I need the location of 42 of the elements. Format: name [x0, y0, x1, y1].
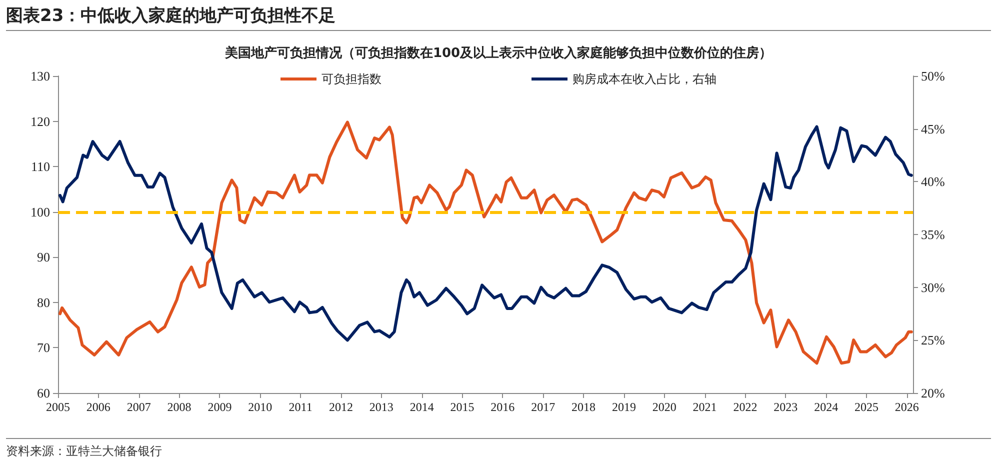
y-tick-label: 110 [30, 159, 50, 174]
text: 资料来源：亚特兰大储备银行 [6, 438, 991, 460]
x-tick-label: 2021 [692, 400, 717, 414]
legend-label: 可负担指数 [322, 72, 382, 86]
y2-tick-label: 50% [921, 68, 945, 84]
x-tick-label: 2013 [369, 400, 394, 414]
y-tick-label: 130 [30, 68, 50, 84]
y-tick-label: 60 [37, 386, 50, 400]
x-tick-label: 2018 [572, 400, 596, 414]
chart-subtitle: 美国地产可负担情况（可负担指数在100及以上表示中位收入家庭能够负担中位数价位的住房） [224, 45, 772, 61]
x-tick-label: 2009 [208, 400, 232, 414]
y2-tick-label: 35% [921, 227, 945, 242]
x-tick-label: 2020 [652, 400, 676, 414]
x-tick-label: 2014 [410, 400, 434, 414]
x-tick-label: 2010 [248, 400, 272, 414]
x-tick-label: 2026 [894, 400, 919, 414]
y2-tick-label: 40% [921, 174, 945, 190]
x-tick-label: 2011 [288, 400, 312, 414]
legend-label: 购房成本在收入占比，右轴 [572, 72, 716, 86]
x-tick-label: 2024 [814, 400, 838, 414]
x-tick-label: 2017 [531, 400, 556, 414]
x-tick-label: 2016 [490, 400, 515, 414]
x-tick-label: 2023 [774, 400, 798, 414]
y2-tick-label: 25% [921, 332, 945, 348]
y-tick-label: 100 [30, 204, 50, 220]
x-tick-label: 2008 [167, 400, 192, 414]
y-tick-label: 80 [37, 294, 50, 310]
y-tick-label: 120 [30, 114, 50, 129]
x-tick-label: 2025 [854, 400, 879, 414]
x-tick-label: 2012 [328, 400, 353, 414]
x-tick-label: 2019 [612, 400, 636, 414]
x-tick-label: 2015 [450, 400, 474, 414]
y2-tick-label: 45% [921, 121, 945, 136]
x-tick-label: 2007 [126, 400, 151, 414]
chart-title: 图表23：中低收入家庭的地产可负担性不足 [6, 2, 991, 31]
y2-tick-label: 20% [921, 386, 945, 400]
x-tick-label: 2006 [86, 400, 110, 414]
x-tick-label: 2022 [733, 400, 758, 414]
y2-tick-label: 30% [921, 280, 945, 295]
y-tick-label: 90 [37, 250, 50, 265]
y-tick-label: 70 [37, 340, 50, 356]
x-tick-label: 2005 [46, 400, 70, 414]
